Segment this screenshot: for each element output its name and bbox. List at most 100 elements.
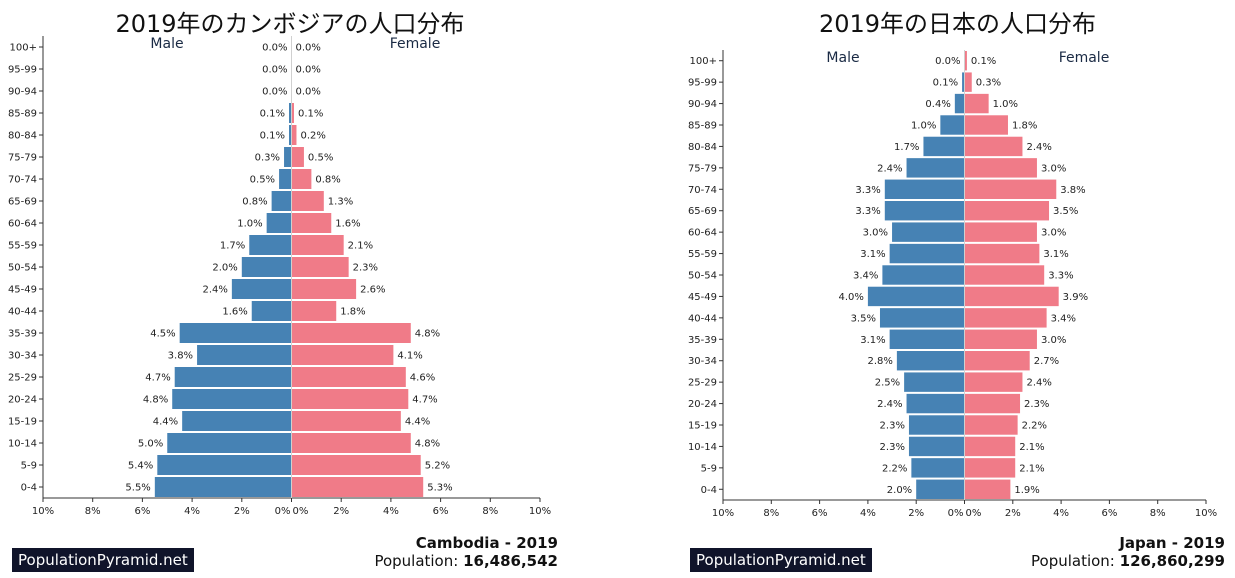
male-data-label: 2.4% — [877, 163, 902, 174]
male-data-label: 2.0% — [212, 263, 237, 274]
x-tick-label: 4% — [860, 508, 876, 519]
x-tick-label: 2% — [234, 506, 250, 517]
male-bar — [908, 415, 965, 435]
y-tick-label: 95-99 — [688, 78, 717, 89]
x-tick-label: 2% — [908, 508, 924, 519]
male-bar — [906, 158, 965, 178]
female-data-label: 2.4% — [1026, 142, 1051, 153]
male-bar — [884, 201, 965, 221]
female-bar — [291, 323, 411, 343]
population-value: 126,860,299 — [1119, 552, 1225, 570]
female-data-label: 4.4% — [405, 417, 430, 428]
y-tick-label: 15-19 — [688, 421, 717, 432]
male-bar — [289, 103, 292, 123]
female-bar — [291, 301, 337, 321]
male-data-label: 0.0% — [262, 43, 287, 54]
y-tick-label: 70-74 — [8, 175, 37, 186]
female-bar — [964, 372, 1023, 392]
female-bar — [964, 201, 1050, 221]
y-tick-label: 20-24 — [688, 399, 717, 410]
male-data-label: 0.1% — [260, 109, 285, 120]
x-tick-label: 2% — [1005, 508, 1021, 519]
x-tick-label: 4% — [383, 506, 399, 517]
female-bar — [291, 389, 409, 409]
y-tick-label: 80-84 — [8, 131, 37, 142]
female-bar — [964, 308, 1047, 328]
x-tick-label: 10% — [1195, 508, 1217, 519]
female-bar — [291, 257, 349, 277]
male-bar — [197, 345, 292, 365]
female-data-label: 2.7% — [1034, 356, 1059, 367]
y-tick-label: 100+ — [10, 43, 37, 54]
country-year-label: Japan - 2019 — [1119, 534, 1225, 552]
female-data-label: 1.3% — [328, 197, 353, 208]
female-data-label: 2.1% — [1019, 442, 1044, 453]
x-tick-label: 8% — [85, 506, 101, 517]
female-data-label: 1.8% — [340, 307, 365, 318]
male-data-label: 0.4% — [925, 99, 950, 110]
female-data-label: 3.0% — [1041, 335, 1066, 346]
male-data-label: 3.1% — [860, 335, 885, 346]
female-data-label: 3.0% — [1041, 163, 1066, 174]
male-bar — [906, 393, 965, 414]
male-data-label: 1.7% — [220, 241, 245, 252]
female-data-label: 2.3% — [353, 263, 378, 274]
y-tick-label: 50-54 — [688, 271, 717, 282]
y-tick-label: 15-19 — [8, 417, 37, 428]
male-bar — [174, 367, 292, 387]
y-tick-label: 0-4 — [21, 483, 37, 494]
y-tick-label: 35-39 — [688, 335, 717, 346]
female-bar — [964, 458, 1016, 478]
female-bar — [291, 433, 411, 453]
chart-title: 2019年の日本の人口分布 — [818, 10, 1097, 38]
y-tick-label: 75-79 — [688, 163, 717, 174]
y-tick-label: 50-54 — [8, 263, 37, 274]
male-bar — [954, 93, 965, 114]
male-bar — [172, 389, 292, 409]
y-tick-label: 25-29 — [688, 378, 717, 389]
female-data-label: 3.8% — [1060, 185, 1085, 196]
male-data-label: 0.1% — [933, 78, 958, 89]
y-tick-label: 40-44 — [688, 313, 717, 324]
female-data-label: 2.1% — [1019, 463, 1044, 474]
x-tick-label: 10% — [32, 506, 54, 517]
male-data-label: 1.0% — [237, 219, 262, 230]
female-data-label: 0.5% — [308, 153, 333, 164]
female-data-label: 3.1% — [1043, 249, 1068, 260]
male-bar — [884, 179, 965, 199]
y-tick-label: 35-39 — [8, 329, 37, 340]
japan-pyramid-chart: Male Female 100+ 0.0% 0.1% 95-99 0.1% 0.3% 90-94… — [688, 50, 1217, 519]
male-data-label: 1.7% — [894, 142, 919, 153]
male-data-label: 1.0% — [911, 121, 936, 132]
female-bar — [964, 93, 989, 114]
female-bar — [964, 72, 972, 92]
female-data-label: 2.4% — [1026, 378, 1051, 389]
female-bar — [291, 147, 304, 167]
y-tick-label: 75-79 — [8, 153, 37, 164]
male-bar — [923, 136, 965, 157]
female-bar — [964, 329, 1037, 349]
female-bar — [964, 436, 1016, 457]
female-data-label: 2.2% — [1022, 421, 1047, 432]
female-data-label: 2.1% — [348, 241, 373, 252]
male-data-label: 4.5% — [150, 329, 175, 340]
female-data-label: 5.3% — [427, 483, 452, 494]
male-data-label: 3.1% — [860, 249, 885, 260]
female-data-label: 0.1% — [298, 109, 323, 120]
y-tick-label: 65-69 — [8, 197, 37, 208]
cambodia-pyramid-chart: Male Female 100+ 0.0% 0.0% 95-99 0.0% 0.0% 90-94… — [8, 36, 551, 517]
y-tick-label: 55-59 — [8, 241, 37, 252]
brand-label: PopulationPyramid.net — [690, 548, 872, 572]
x-tick-label: 0% — [948, 508, 964, 519]
x-tick-label: 6% — [433, 506, 449, 517]
x-tick-label: 8% — [482, 506, 498, 517]
female-data-label: 0.0% — [296, 43, 321, 54]
male-bar — [892, 222, 965, 242]
female-data-label: 5.2% — [425, 461, 450, 472]
male-data-label: 5.4% — [128, 461, 153, 472]
female-data-label: 3.9% — [1063, 292, 1088, 303]
male-bar — [167, 433, 292, 453]
male-data-label: 3.3% — [855, 206, 880, 217]
male-bar — [279, 169, 292, 189]
y-tick-label: 55-59 — [688, 249, 717, 260]
